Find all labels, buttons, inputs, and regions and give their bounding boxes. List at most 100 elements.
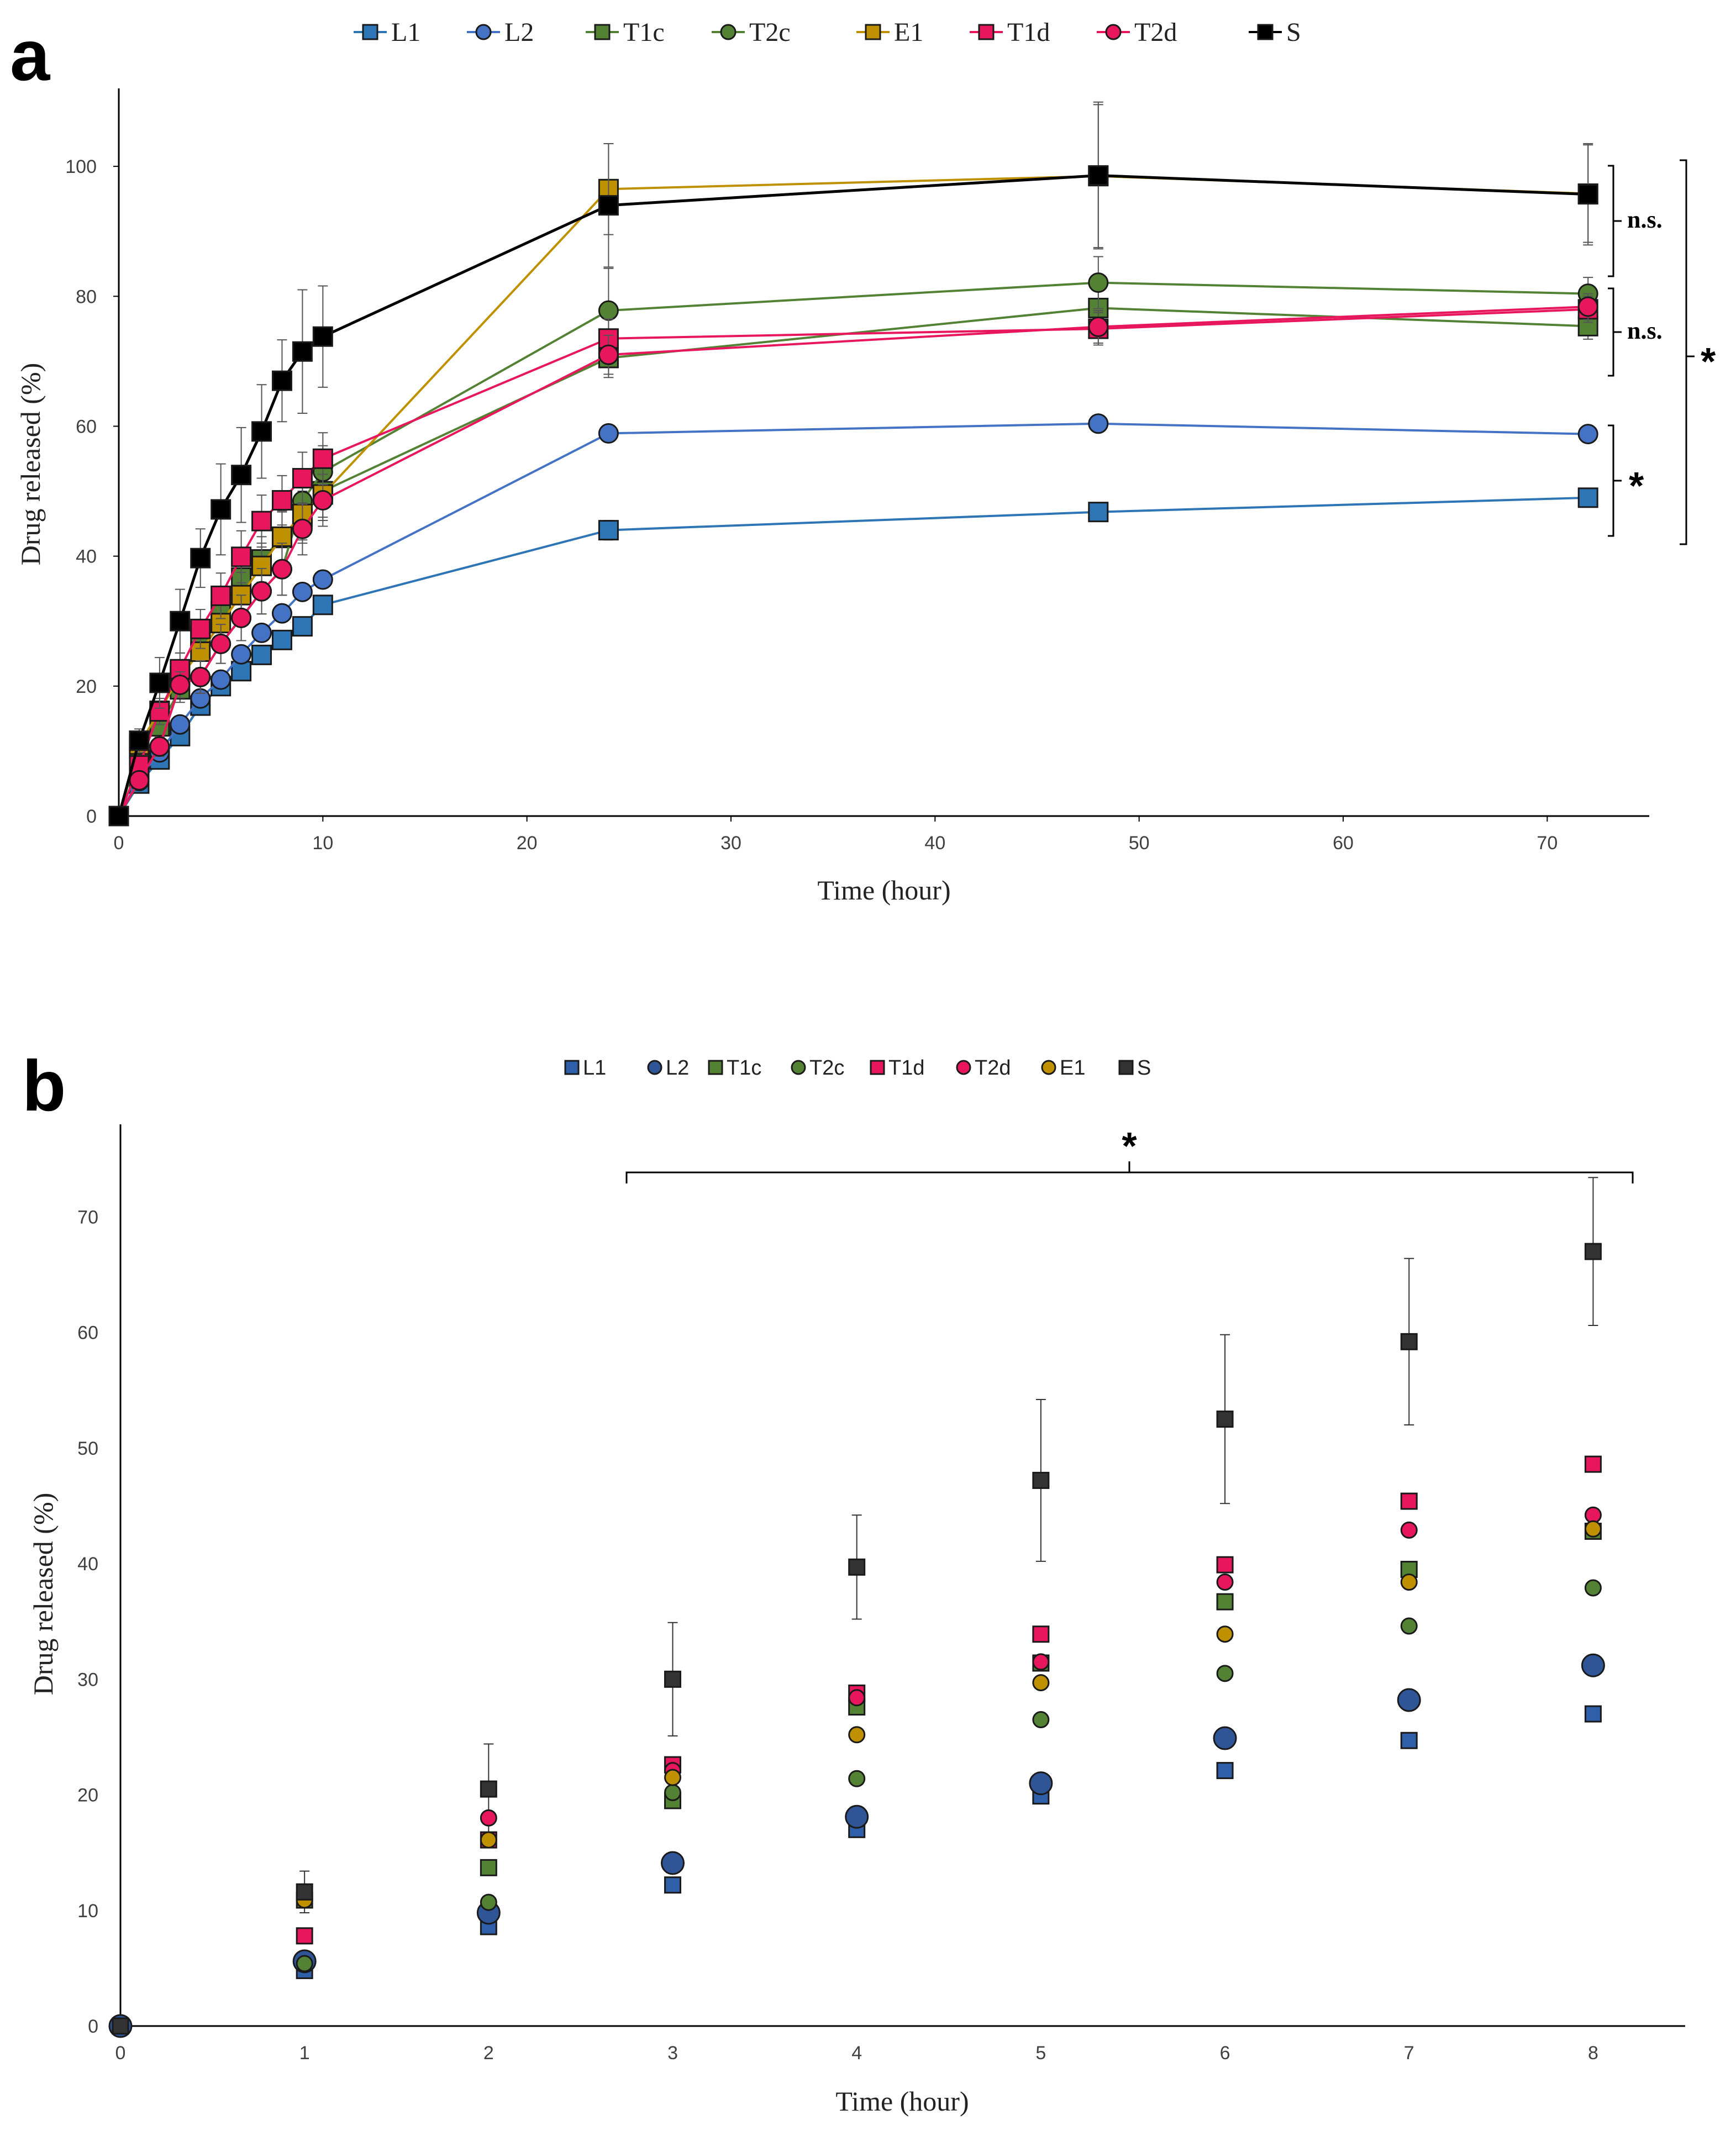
data-point [149,736,170,757]
data-point [598,344,619,365]
data-point [312,594,333,615]
data-point [231,546,252,567]
legend-marker [865,24,881,40]
panel-a-x-tick-label: 70 [1537,833,1558,854]
legend-marker [708,1060,723,1075]
panel-b-x-tick-label: 1 [299,2043,310,2064]
panel-b-letter: b [22,1045,66,1126]
data-point [598,423,619,444]
panel-a-y-axis-title: Drug released (%) [15,363,46,565]
data-point [251,644,272,665]
data-point [251,622,272,643]
data-point [480,1780,497,1798]
data-point [190,666,211,687]
panel-b-y-tick-label: 30 [77,1669,98,1690]
legend-item-t1c: T1c [586,18,665,47]
panel-b-x-tick-label: 7 [1404,2043,1414,2064]
legend-label: S [1137,1056,1151,1080]
data-point [1400,1521,1418,1539]
data-point [1216,1625,1234,1643]
legend-marker [594,24,611,40]
panel-b-y-tick-label: 0 [88,2016,98,2037]
data-point [1577,296,1598,317]
panel-b-y-axis-title: Drug released (%) [28,1493,59,1695]
data-point [190,548,211,569]
panel-b-y-tick-label: 20 [77,1785,98,1806]
data-point [1584,1243,1602,1260]
series-line [118,281,1588,817]
data-point [292,581,313,602]
panel-b-y-tick-label: 10 [77,1901,98,1922]
data-point [480,1893,497,1911]
data-point [598,520,619,541]
data-point [312,490,333,511]
legend-marker [1105,24,1122,40]
data-point [1088,317,1109,338]
legend-label: E1 [894,18,923,47]
series-line [118,175,1588,817]
data-point [598,300,619,321]
annotation-ns-mid: n.s. [1627,317,1663,344]
panel-a-x-tick-label: 30 [720,833,741,854]
data-point [848,1558,866,1576]
legend-item-t2c: T2c [712,18,791,47]
data-point [211,499,232,520]
series-l1 [108,487,1598,827]
legend-marker [564,1060,580,1075]
data-point [231,644,252,665]
legend-label: T2d [1134,18,1177,47]
data-point [1088,272,1109,293]
panel-a-y-tick-label: 20 [76,676,97,697]
data-point [296,1955,313,1972]
data-point [231,607,252,628]
data-point [251,581,272,602]
panel-b-y-tick-label: 60 [77,1323,98,1344]
data-point [480,1859,497,1876]
legend-marker [647,1060,662,1075]
legend-item-l2: L2 [467,18,534,47]
series-line [118,306,1588,817]
legend-item-l1: L1 [354,18,420,47]
legend-marker [720,24,737,40]
panel-a-y-tick-label: 0 [86,806,97,827]
data-point [231,465,252,486]
data-point [1032,1471,1050,1489]
legend-marker [791,1060,806,1075]
data-point [312,569,333,590]
data-point [1400,1333,1418,1350]
data-point [1577,315,1598,336]
legend-label: L2 [666,1056,689,1080]
series-s [108,101,1598,827]
series-s [112,1243,1602,2035]
data-point [1213,1726,1237,1750]
data-point [1088,165,1109,186]
legend-item-e1: E1 [1041,1056,1085,1080]
data-point [271,559,292,580]
series-t1c [108,288,1598,827]
legend-marker [956,1060,971,1075]
panel-a-x-axis-title: Time (hour) [817,875,950,906]
panel-b-axes: 0 1 2 3 4 5 6 7 8 0 10 20 30 40 50 60 70 [77,1124,1685,2064]
data-point [664,1783,682,1801]
series-l1 [112,1705,1602,2035]
data-point [1032,1625,1050,1643]
legend-label: E1 [1060,1056,1085,1080]
data-point [292,468,313,489]
legend-marker [362,24,378,40]
data-point [292,341,313,362]
bracket-star-low [1608,424,1622,537]
panel-a-y-tick-label: 80 [76,286,97,307]
panel-b-x-tick-label: 5 [1035,2043,1046,2064]
legend-item-s: S [1118,1056,1151,1080]
series-l2 [108,413,1598,827]
data-point [661,1851,685,1875]
data-point [1584,1705,1602,1723]
series-t2d [108,293,1598,827]
data-point [1400,1732,1418,1749]
panel-a-y-tick-label: 40 [76,546,97,567]
legend-marker [1041,1060,1056,1075]
legend-item-l2: L2 [647,1056,689,1080]
panel-a-x-tick-label: 40 [924,833,945,854]
data-point [1400,1617,1418,1635]
